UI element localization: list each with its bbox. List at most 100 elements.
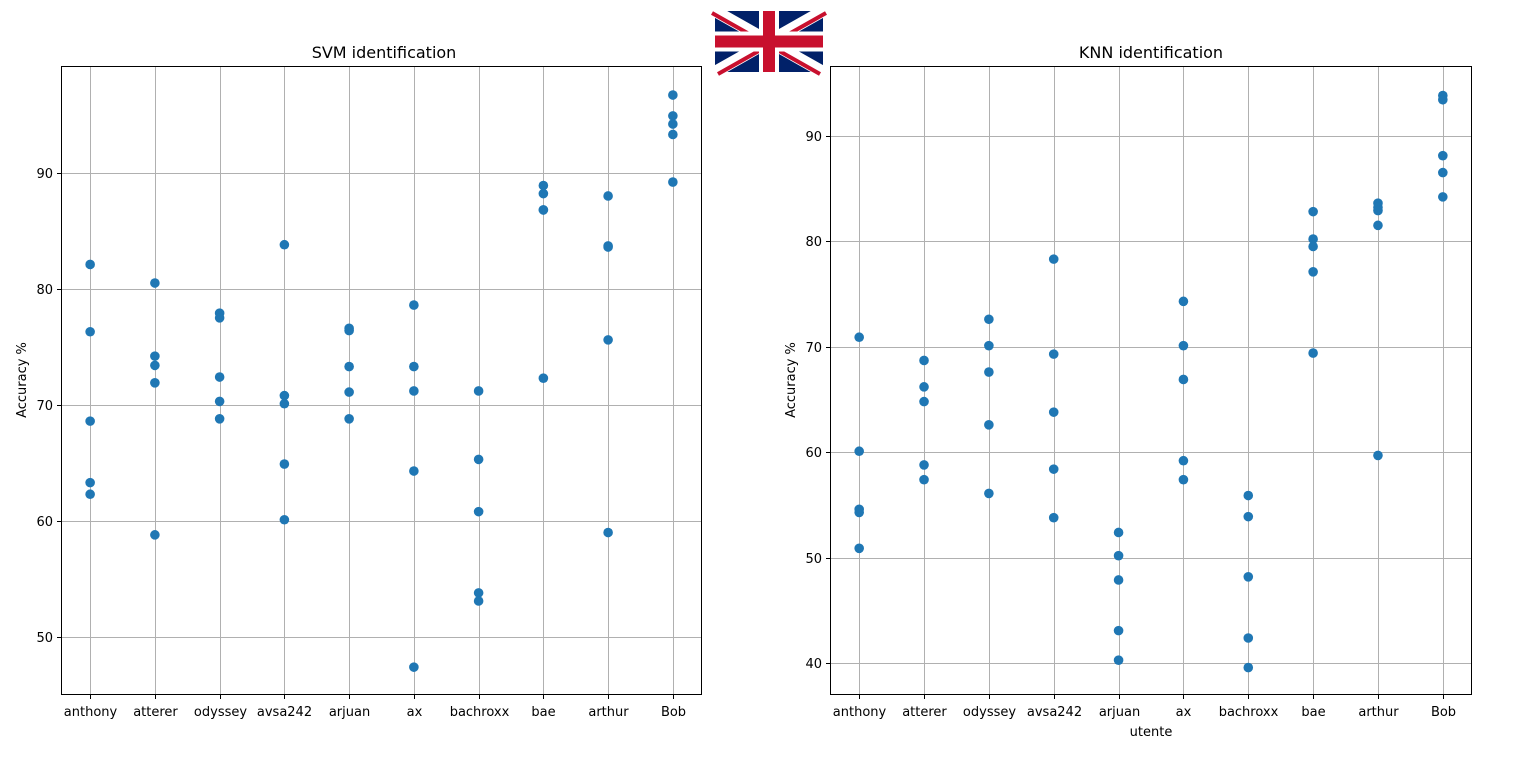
- svm-x-tick-label: ax: [407, 705, 423, 720]
- knn-x-tick-label: arjuan: [1099, 705, 1140, 720]
- knn-x-tick-label: bae: [1301, 705, 1325, 720]
- svm-data-point: [603, 242, 613, 252]
- svm-data-point: [214, 372, 225, 382]
- knn-data-point: [1113, 655, 1124, 665]
- knn-x-axis-label: utente: [1130, 725, 1173, 740]
- svm-x-tick-label: anthony: [64, 705, 118, 720]
- knn-data-point: [1178, 340, 1189, 351]
- knn-data-point: [1048, 464, 1059, 474]
- knn-data-point: [1048, 254, 1059, 264]
- knn-data-point: [1438, 150, 1448, 161]
- knn-data-point: [1178, 455, 1189, 466]
- knn-data-point: [1178, 296, 1189, 307]
- knn-data-point: [1308, 206, 1318, 217]
- knn-data-point: [854, 332, 864, 343]
- svm-data-point: [344, 413, 354, 424]
- svm-data-point: [344, 361, 354, 372]
- knn-data-point: [1438, 94, 1448, 105]
- svm-data-point: [279, 398, 290, 409]
- svm-data-point: [409, 300, 419, 310]
- knn-data-point: [1243, 662, 1254, 673]
- knn-data-point: [854, 507, 864, 518]
- svm-data-point: [668, 111, 678, 121]
- knn-chart: KNN identification Accuracy % utente ant…: [784, 43, 1472, 740]
- knn-data-point: [1373, 220, 1383, 231]
- knn-data-point: [919, 396, 929, 407]
- svm-data-point: [409, 662, 419, 672]
- knn-data-point: [984, 340, 994, 351]
- knn-x-tick-label: atterer: [902, 705, 947, 720]
- svm-data-point: [473, 506, 484, 517]
- svm-data-point: [214, 413, 225, 424]
- svm-data-point: [409, 466, 419, 476]
- knn-data-point: [1113, 527, 1124, 538]
- knn-y-tick-label: 60: [805, 446, 822, 461]
- svm-data-point: [538, 188, 549, 199]
- svm-data-point: [85, 489, 95, 500]
- knn-data-point: [1048, 407, 1059, 417]
- knn-data-point: [1308, 266, 1318, 277]
- svm-data-point: [538, 205, 549, 215]
- knn-data-point: [919, 382, 929, 392]
- svm-data-point: [214, 396, 225, 407]
- knn-data-point: [984, 314, 994, 325]
- knn-plot-frame: [830, 66, 1472, 695]
- knn-data-point: [1373, 450, 1383, 461]
- svm-y-tick-label: 90: [36, 167, 53, 182]
- knn-y-axis-label: Accuracy %: [784, 342, 799, 418]
- svm-data-point: [668, 90, 678, 100]
- svm-y-tick-label: 50: [36, 631, 53, 646]
- knn-y-tick-label: 40: [805, 657, 822, 672]
- svm-data-point: [538, 180, 549, 191]
- svm-points: [85, 90, 678, 672]
- knn-data-point: [1243, 633, 1254, 643]
- svm-data-point: [279, 514, 290, 525]
- svm-chart-title: SVM identification: [312, 43, 457, 62]
- knn-x-tick-label: avsa242: [1027, 705, 1082, 720]
- knn-data-point: [1243, 511, 1254, 522]
- knn-x-tick-label: bachroxx: [1219, 705, 1279, 720]
- svm-data-point: [214, 313, 225, 323]
- svm-data-point: [150, 530, 160, 540]
- svm-data-point: [279, 390, 290, 401]
- svm-x-tick-label: arjuan: [329, 705, 370, 720]
- knn-data-point: [854, 543, 864, 554]
- svm-data-point: [538, 373, 549, 383]
- svm-data-point: [85, 326, 95, 337]
- svm-data-point: [409, 361, 419, 372]
- knn-y-tick-label: 70: [805, 341, 822, 356]
- svm-chart: SVM identification Accuracy % anthony att…: [15, 43, 702, 720]
- svm-y-tick-label: 70: [36, 399, 53, 414]
- knn-x-tick-label: ax: [1176, 705, 1192, 720]
- knn-data-point: [1048, 512, 1059, 523]
- knn-y-tick-label: 90: [805, 130, 822, 145]
- svm-x-tick-label: bae: [531, 705, 555, 720]
- knn-data-point: [1048, 349, 1059, 359]
- svm-data-point: [150, 351, 160, 361]
- knn-data-point: [919, 355, 929, 366]
- svm-y-tick-label: 60: [36, 515, 53, 530]
- svm-x-tick-label: bachroxx: [450, 705, 510, 720]
- knn-data-point: [1113, 625, 1124, 636]
- knn-data-point: [984, 420, 994, 430]
- svm-data-point: [85, 259, 95, 270]
- svm-data-point: [473, 386, 484, 396]
- svm-data-point: [150, 378, 160, 388]
- knn-chart-title: KNN identification: [1079, 43, 1223, 62]
- svm-data-point: [85, 477, 95, 488]
- svm-data-point: [668, 129, 678, 140]
- svm-data-point: [344, 387, 354, 397]
- knn-y-tick-label: 80: [805, 235, 822, 250]
- svm-x-tick-label: atterer: [133, 705, 178, 720]
- knn-data-point: [984, 367, 994, 377]
- knn-data-point: [1438, 167, 1448, 178]
- svm-data-point: [473, 588, 484, 598]
- knn-data-point: [1178, 374, 1189, 385]
- svm-data-point: [603, 191, 613, 201]
- knn-data-point: [1178, 474, 1189, 485]
- knn-grid: [830, 66, 1472, 695]
- svm-x-tick-label: odyssey: [194, 705, 247, 720]
- knn-data-point: [1308, 241, 1318, 252]
- svm-data-point: [279, 459, 290, 469]
